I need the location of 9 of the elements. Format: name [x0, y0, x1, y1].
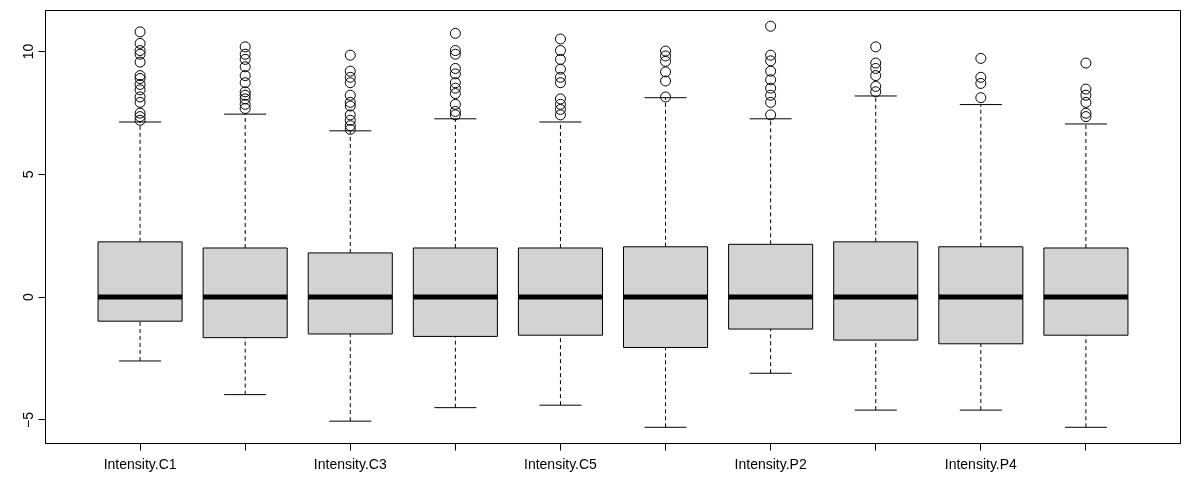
y-tick-label: 10 — [20, 43, 37, 60]
y-tick-label: 5 — [20, 170, 37, 179]
y-tick-label: −5 — [20, 411, 37, 428]
x-tick-label: Intensity.C3 — [313, 455, 387, 472]
x-tick-label: Intensity.C5 — [524, 455, 598, 472]
x-tick-label: Intensity.P2 — [734, 455, 807, 472]
x-tick-label: Intensity.C1 — [103, 455, 177, 472]
x-tick-label: Intensity.P4 — [944, 455, 1018, 472]
y-tick-label: 0 — [20, 293, 37, 302]
